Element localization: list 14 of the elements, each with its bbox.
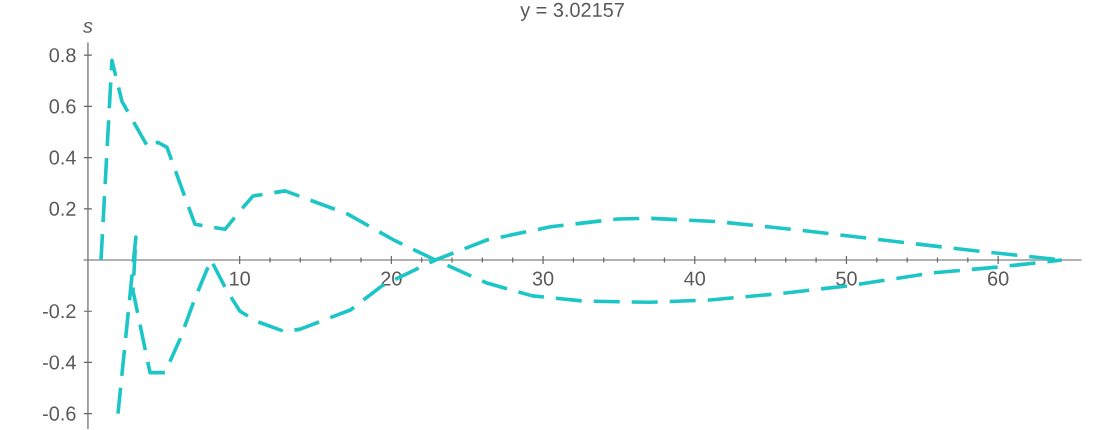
y-tick-label: -0.2 [42, 304, 76, 319]
y-axis-title: s [83, 21, 93, 33]
x-tick-label: 10 [230, 271, 250, 286]
x-tick-label: 50 [836, 271, 857, 286]
x-tick-label: 60 [988, 271, 1009, 286]
x-tick-label: 30 [532, 271, 554, 286]
y-tick-label: 0.4 [49, 150, 76, 165]
y-tick-label: -0.6 [42, 406, 76, 421]
y-tick-label: 0.6 [49, 99, 76, 114]
y-tick-label: 0.2 [49, 201, 76, 216]
chart-title: y = 3.02157 [520, 2, 624, 21]
x-tick-label: 40 [684, 271, 706, 286]
y-tick-label: 0.8 [49, 48, 76, 63]
y-tick-label: -0.4 [42, 355, 76, 370]
